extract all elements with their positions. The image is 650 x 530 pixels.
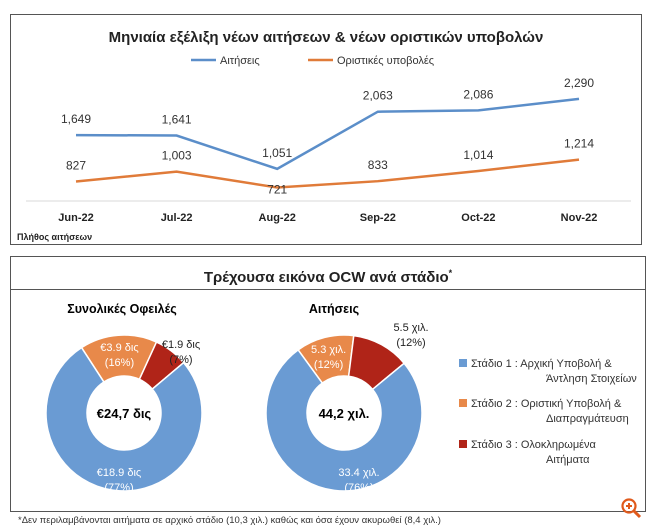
donut-panel: Τρέχουσα εικόνα OCW ανά στάδιο* Συνολικέ…: [10, 256, 646, 512]
donut-charts: Συνολικές Οφειλές €3.9 δις (16%) €1.9 δις (7…: [45, 302, 429, 494]
series-line: [75, 97, 580, 171]
slice-label: 5.5 χιλ.: [393, 322, 428, 334]
slice-pct: (7%): [169, 354, 192, 366]
line-chart-panel: Μηνιαία εξέλιξη νέων αιτήσεων & νέων ορι…: [10, 14, 642, 245]
data-label: 721: [267, 183, 287, 197]
x-tick-label: Oct-22: [461, 212, 495, 224]
donut-title: Συνολικές Οφειλές: [67, 302, 177, 316]
legend-stage-3: Στάδιο 3 : Ολοκληρωμένα Αιτήματα: [459, 438, 596, 468]
series-line: [75, 158, 580, 189]
legend-swatch: [459, 359, 467, 367]
donut-center-label: €24,7 δις: [97, 406, 152, 421]
donut-title: Αιτήσεις: [309, 302, 359, 316]
x-tick-label: Jul-22: [161, 212, 193, 224]
y-axis-label: Πλήθος αιτήσεων: [17, 232, 93, 242]
footnote-mark: *: [448, 268, 453, 278]
x-tick-label: Sep-22: [360, 212, 396, 224]
data-label: 1,649: [61, 112, 91, 126]
data-label: 1,641: [162, 113, 192, 127]
line-chart: Αιτήσεις 1,649 1,641 1,051 2,063 2,086 2,290 Ορ…: [26, 55, 631, 224]
legend-label: Στάδιο 1 : Αρχική Υποβολή &: [471, 358, 612, 370]
magnifier-plus-icon[interactable]: [620, 497, 642, 519]
slice-pct: (16%): [105, 357, 134, 369]
data-label: 2,086: [463, 87, 493, 101]
legend-label: Διαπραγμάτευση: [546, 413, 629, 425]
slice-pct: (12%): [396, 337, 425, 349]
x-tick-label: Nov-22: [561, 212, 598, 224]
donut-center-label: 44,2 χιλ.: [319, 406, 370, 421]
legend-stage-2: Στάδιο 2 : Οριστική Υποβολή & Διαπραγμάτε…: [459, 397, 629, 427]
legend-label: Αιτήματα: [546, 454, 590, 466]
panel-title: Τρέχουσα εικόνα OCW ανά στάδιο*: [11, 257, 645, 290]
data-label: 2,063: [363, 89, 393, 103]
footnote: *Δεν περιλαμβάνονται αιτήματα σε αρχικό …: [18, 515, 441, 526]
legend-swatch: [459, 399, 467, 407]
data-label: 1,003: [162, 149, 192, 163]
legend-label: Στάδιο 2 : Οριστική Υποβολή &: [471, 398, 622, 410]
data-label: 827: [66, 159, 86, 173]
x-tick-label: Jun-22: [58, 212, 93, 224]
legend-label: Άντληση Στοιχείων: [546, 373, 637, 385]
legend-label: Οριστικές υποβολές: [337, 55, 434, 67]
data-label: 1,051: [262, 146, 292, 160]
panel-title-text: Τρέχουσα εικόνα OCW ανά στάδιο: [203, 269, 449, 286]
slice-pct: (77%): [104, 482, 133, 494]
chart-title: Μηνιαία εξέλιξη νέων αιτήσεων & νέων ορι…: [108, 29, 544, 46]
slice-label: 33.4 χιλ.: [338, 467, 379, 479]
slice-label: €18.9 δις: [97, 467, 141, 479]
legend-label: Αιτήσεις: [220, 55, 260, 67]
slice-label: 5.3 χιλ.: [311, 344, 346, 356]
slice-label: €3.9 δις: [100, 342, 138, 354]
slice-pct: (76%): [344, 482, 373, 494]
data-label: 833: [368, 158, 388, 172]
donut-slice: [265, 348, 423, 492]
legend-swatch: [459, 440, 467, 448]
x-tick-label: Aug-22: [259, 212, 296, 224]
data-label: 2,290: [564, 76, 594, 90]
slice-label: €1.9 δις: [162, 339, 200, 351]
data-label: 1,014: [463, 148, 493, 162]
slice-pct: (12%): [314, 359, 343, 371]
legend-stage-1: Στάδιο 1 : Αρχική Υποβολή & Άντληση Στοιχ…: [459, 357, 637, 387]
data-label: 1,214: [564, 137, 594, 151]
donut-slice: [45, 346, 203, 492]
legend-label: Στάδιο 3 : Ολοκληρωμένα: [471, 439, 596, 451]
